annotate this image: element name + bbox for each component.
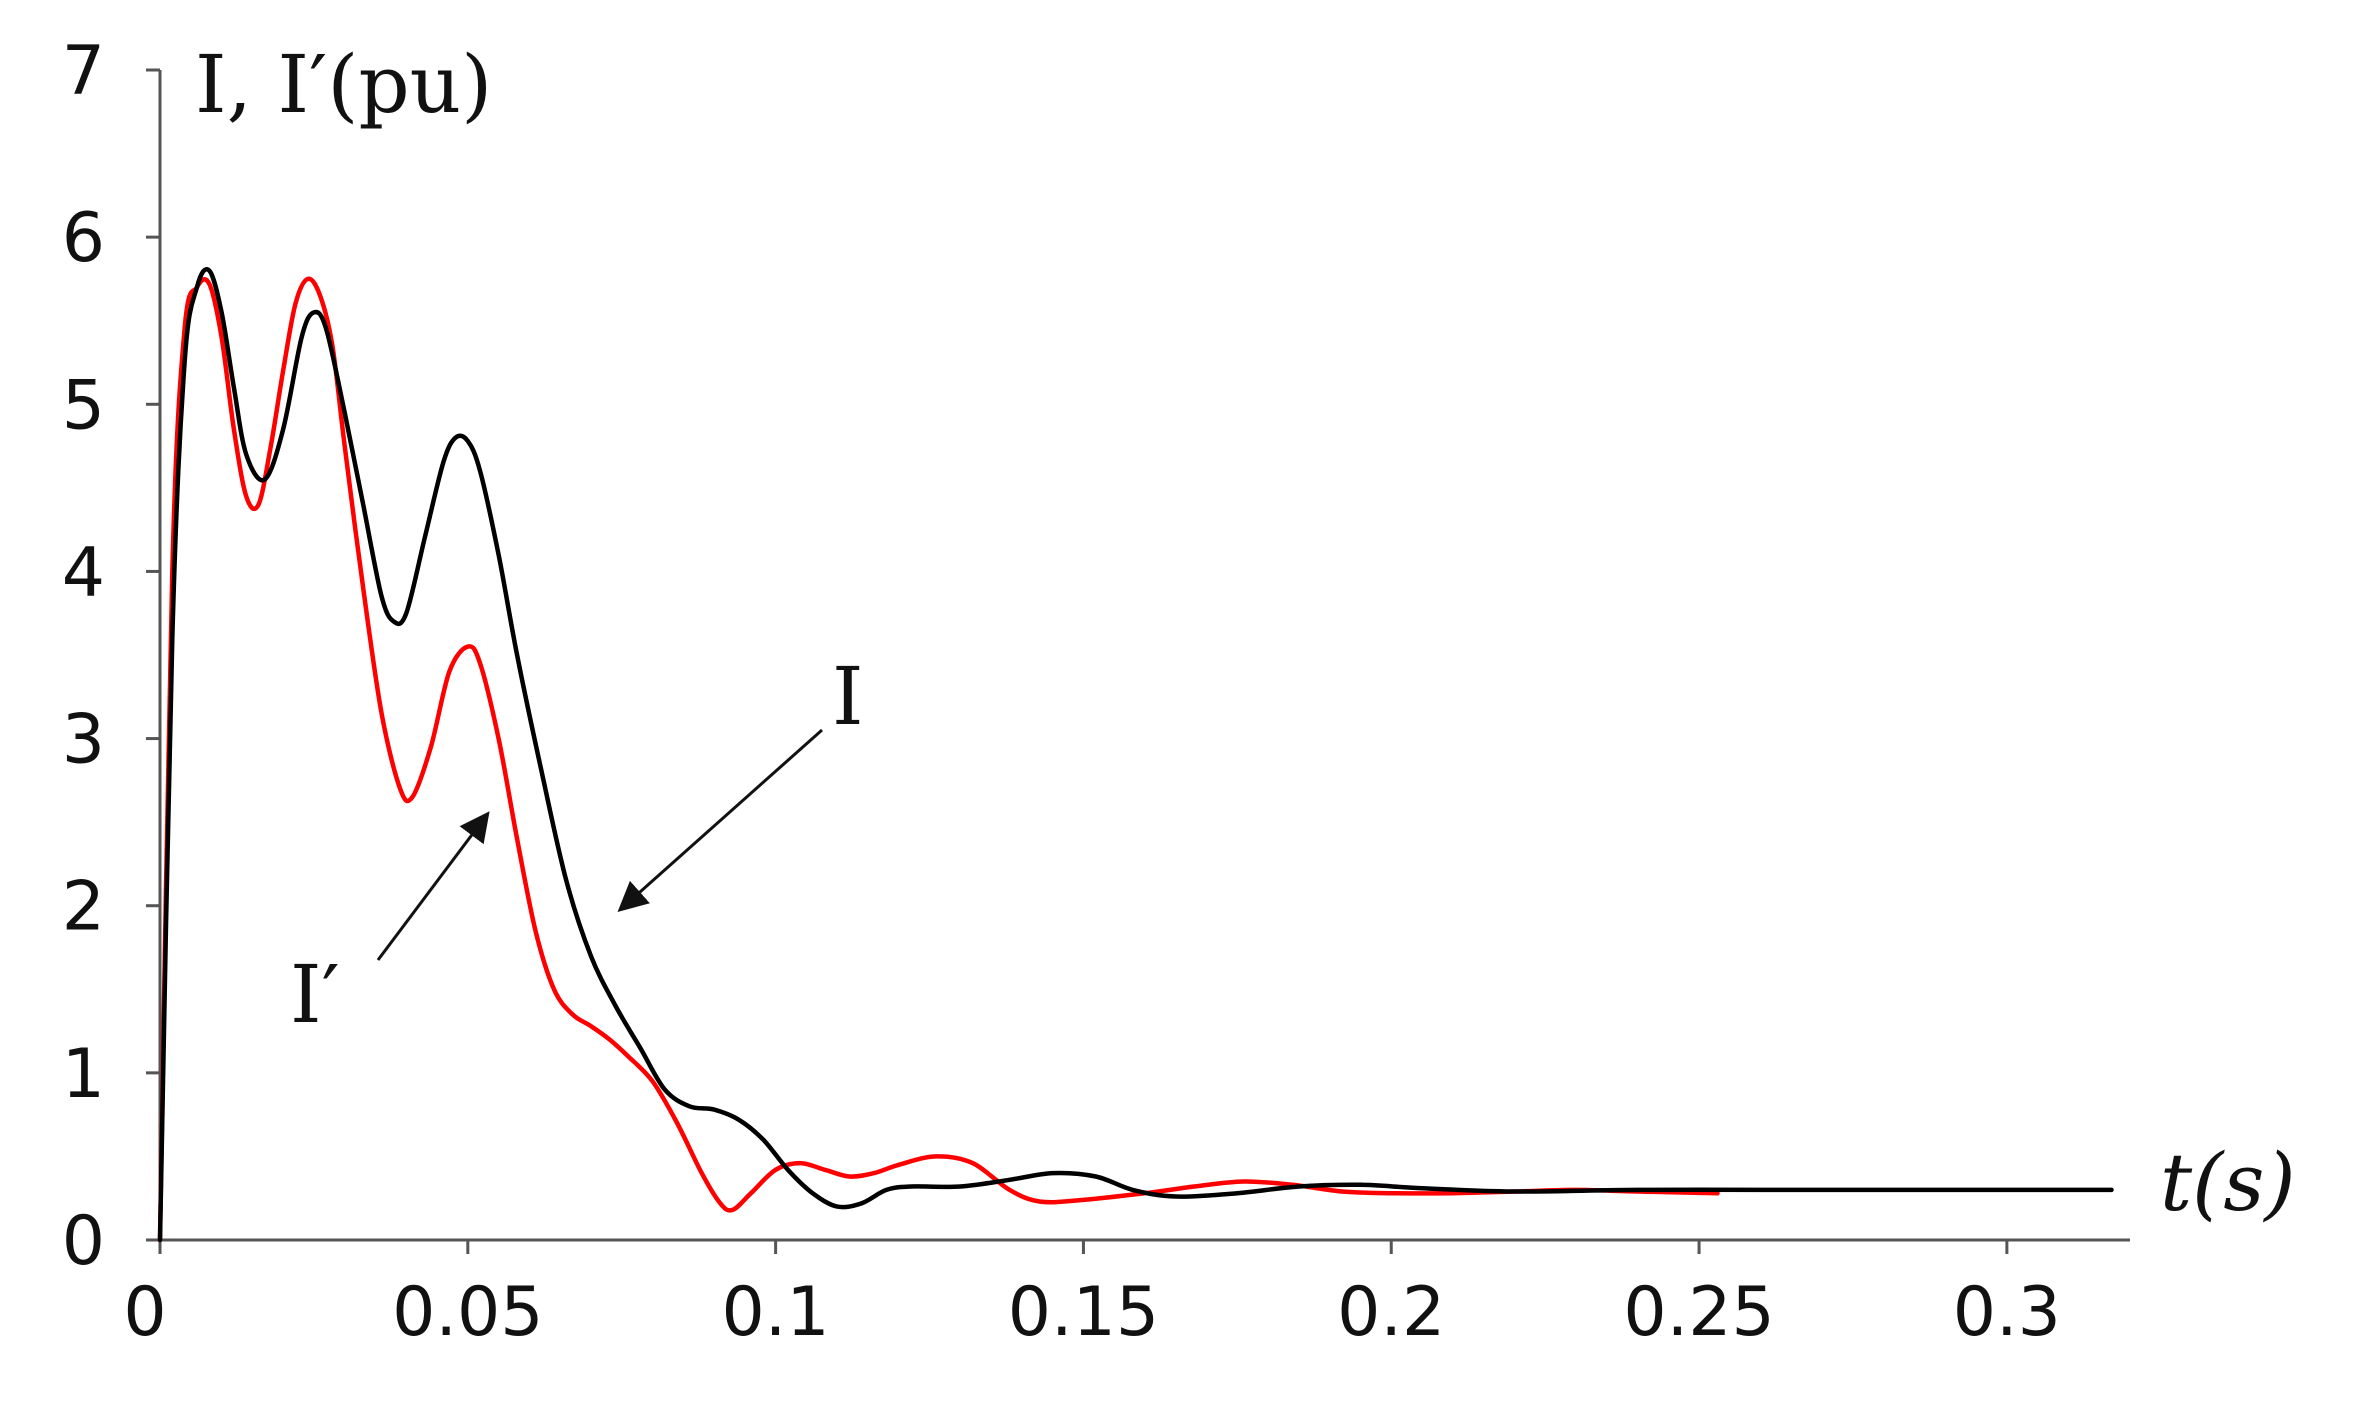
x-tick-label: 0.15 (1008, 1273, 1159, 1352)
y-tick-label: 5 (62, 366, 105, 445)
y-tick-label: 7 (62, 32, 105, 111)
x-tick-label: 0 (123, 1273, 166, 1352)
annotations: I I′ (290, 650, 864, 1041)
series-line-I-prime (157, 276, 1720, 1243)
y-ticks: 0 1 2 3 4 5 6 7 (62, 32, 160, 1281)
x-ticks: 0 0.05 0.1 0.15 0.2 0.25 0.3 (123, 1240, 2061, 1352)
y-tick-label: 6 (62, 199, 105, 278)
x-axis-label: t(s) (2160, 1136, 2296, 1229)
x-tick-label: 0.05 (392, 1273, 543, 1352)
y-tick-label: 1 (62, 1035, 105, 1114)
annotation-arrow-I-prime (376, 811, 490, 961)
annotation-label-I: I (832, 650, 864, 743)
y-tick-label: 2 (62, 868, 105, 947)
y-tick-label: 4 (62, 533, 105, 612)
x-tick-label: 0.3 (1953, 1273, 2061, 1352)
x-tick-label: 0.25 (1623, 1273, 1774, 1352)
series-layer (157, 267, 2114, 1243)
annotation-label-I-prime: I′ (290, 948, 340, 1041)
axes (158, 70, 2130, 1242)
y-tick-label: 3 (62, 701, 105, 780)
y-tick-label: 0 (62, 1202, 105, 1281)
x-tick-label: 0.2 (1337, 1273, 1445, 1352)
annotation-arrow-I (617, 728, 823, 912)
series-line-I (157, 267, 2114, 1243)
x-tick-label: 0.1 (722, 1273, 830, 1352)
y-axis-label: I, I′(pu) (195, 38, 492, 131)
